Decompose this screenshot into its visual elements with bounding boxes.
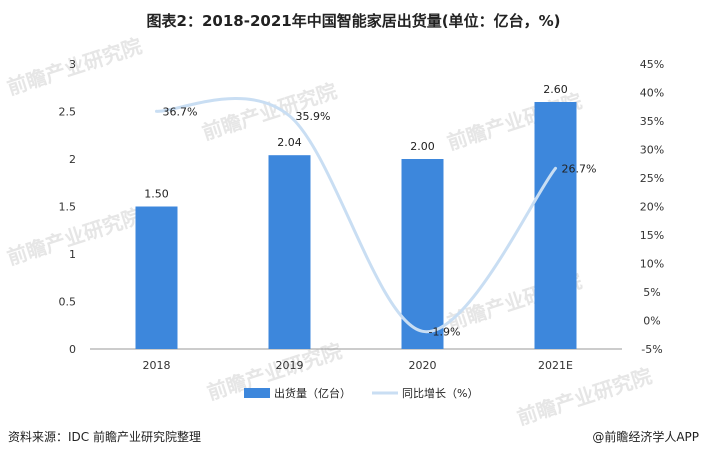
bar (401, 159, 444, 349)
x-axis-label: 2018 (143, 359, 171, 372)
left-axis-tick: 3 (69, 58, 76, 71)
right-axis-tick: 25% (640, 172, 664, 185)
legend-label-bar: 出货量（亿台） (274, 386, 351, 400)
growth-value-label: 26.7% (562, 162, 597, 175)
legend-swatch-bar (244, 388, 270, 398)
bar-series (135, 102, 577, 349)
bar (135, 206, 178, 349)
right-axis-tick: 45% (640, 58, 664, 71)
left-axis-tick: 0.5 (59, 296, 77, 309)
right-axis-tick: 35% (640, 115, 664, 128)
bar (268, 155, 311, 349)
bar-value-labels: 1.50 2.04 2.00 2.60 (144, 83, 568, 201)
bar (534, 102, 577, 349)
chart-title: 图表2：2018-2021年中国智能家居出货量(单位：亿台，%) (146, 12, 561, 30)
right-axis-tick: 20% (640, 201, 664, 214)
left-axis-tick: 0 (69, 343, 76, 356)
x-axis-label: 2019 (276, 359, 304, 372)
left-axis-tick: 2.5 (59, 106, 77, 119)
watermark-text: 前瞻产业研究院 (514, 364, 655, 430)
left-axis-ticks: 0 0.5 1 1.5 2 2.5 3 (59, 58, 77, 356)
right-axis-tick: -5% (641, 343, 662, 356)
left-axis-tick: 1.5 (59, 201, 77, 214)
growth-value-label: 36.7% (163, 105, 198, 118)
x-axis-label: 2021E (538, 359, 573, 372)
right-axis-tick: 40% (640, 87, 664, 100)
source-note: 资料来源：IDC 前瞻产业研究院整理 (8, 430, 201, 444)
left-axis-tick: 2 (69, 153, 76, 166)
growth-value-label: -1.9% (429, 325, 461, 338)
bar-value-label: 2.60 (543, 83, 568, 96)
right-axis-tick: 5% (643, 286, 660, 299)
growth-line (155, 97, 557, 333)
right-axis-tick: 10% (640, 258, 664, 271)
right-axis-tick: 15% (640, 229, 664, 242)
right-axis-tick: 30% (640, 144, 664, 157)
x-axis-label: 2020 (409, 359, 437, 372)
growth-value-label: 35.9% (296, 110, 331, 123)
right-axis-ticks: -5% 0% 5% 10% 15% 20% 25% 30% 35% 40% 45% (640, 58, 664, 356)
brand-credit: @前瞻经济学人APP (592, 430, 699, 444)
bar-value-label: 2.00 (410, 140, 435, 153)
bar-value-label: 1.50 (144, 188, 169, 201)
x-axis-labels: 2018 2019 2020 2021E (143, 359, 574, 372)
right-axis-tick: 0% (643, 315, 660, 328)
legend: 出货量（亿台） 同比增长（%） (244, 386, 478, 400)
left-axis-tick: 1 (69, 248, 76, 261)
growth-value-labels: 36.7% 35.9% -1.9% 26.7% (163, 105, 597, 338)
bar-value-label: 2.04 (277, 136, 302, 149)
legend-label-line: 同比增长（%） (402, 386, 478, 400)
